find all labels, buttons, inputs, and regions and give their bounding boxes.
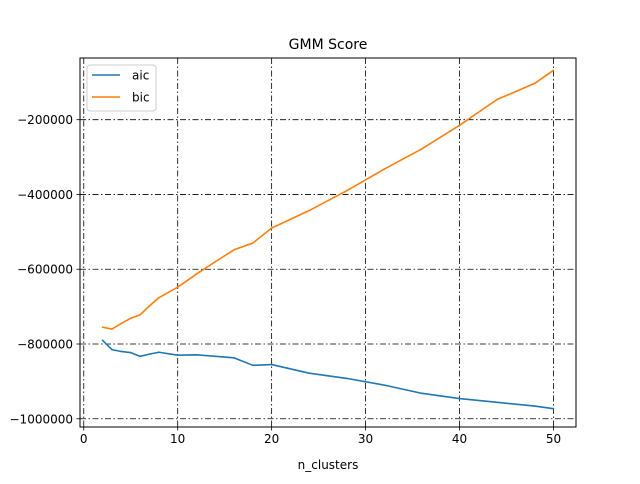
x-axis: 0 10 20 30 40 50 bbox=[80, 427, 561, 446]
data-point-aic bbox=[214, 355, 217, 358]
y-tick-label: −200000 bbox=[17, 113, 73, 127]
data-point-aic bbox=[533, 405, 536, 407]
data-point-aic bbox=[383, 384, 386, 386]
data-point-aic bbox=[101, 339, 104, 342]
data-point-aic bbox=[496, 401, 498, 404]
x-axis-label: n_clusters bbox=[298, 458, 359, 472]
data-point-aic bbox=[345, 377, 348, 380]
data-point-aic bbox=[458, 397, 461, 400]
legend-label-bic: bic bbox=[132, 91, 150, 105]
y-tick-label: −600000 bbox=[17, 263, 73, 277]
data-point-bic bbox=[458, 124, 461, 127]
data-point-aic bbox=[195, 354, 198, 356]
data-point-bic bbox=[421, 148, 423, 150]
chart-title: GMM Score bbox=[289, 37, 368, 53]
grid bbox=[80, 58, 576, 427]
data-point-bic bbox=[552, 69, 555, 72]
series-lines bbox=[101, 69, 555, 410]
data-point-bic bbox=[214, 260, 217, 263]
data-point-aic bbox=[308, 372, 311, 374]
data-point-bic bbox=[270, 227, 273, 229]
data-point-bic bbox=[345, 189, 348, 192]
data-point-aic bbox=[252, 364, 254, 367]
data-point-bic bbox=[195, 273, 198, 275]
legend: aic bic bbox=[86, 64, 157, 112]
data-point-aic bbox=[129, 351, 132, 354]
data-point-aic bbox=[176, 354, 179, 357]
data-point-bic bbox=[129, 317, 132, 320]
data-point-bic bbox=[176, 286, 179, 288]
data-point-bic bbox=[111, 328, 113, 330]
y-tick-label: −800000 bbox=[17, 338, 73, 352]
legend-box bbox=[86, 64, 157, 112]
data-point-aic bbox=[233, 357, 235, 359]
data-point-aic bbox=[148, 353, 151, 355]
x-tick-label: 40 bbox=[452, 432, 467, 446]
data-point-aic bbox=[139, 355, 141, 358]
data-point-bic bbox=[139, 314, 141, 316]
x-tick-label: 10 bbox=[170, 432, 185, 446]
y-tick-label: −1000000 bbox=[10, 412, 74, 426]
data-point-bic bbox=[308, 209, 311, 212]
data-point-bic bbox=[158, 296, 160, 299]
y-axis: −1000000 −800000 −600000 −400000 −200000 bbox=[10, 113, 80, 426]
data-point-bic bbox=[148, 305, 151, 307]
data-point-bic bbox=[496, 98, 498, 101]
x-tick-label: 30 bbox=[358, 432, 373, 446]
data-point-aic bbox=[120, 350, 123, 353]
data-point-bic bbox=[120, 322, 123, 325]
data-point-bic bbox=[533, 82, 536, 85]
x-tick-label: 0 bbox=[80, 432, 88, 446]
data-point-aic bbox=[421, 392, 423, 395]
legend-label-aic: aic bbox=[132, 69, 149, 83]
data-point-aic bbox=[270, 363, 273, 366]
data-point-aic bbox=[158, 351, 160, 354]
x-tick-label: 50 bbox=[546, 432, 561, 446]
plot-frame bbox=[79, 57, 577, 428]
data-point-aic bbox=[552, 407, 555, 410]
x-tick-label: 20 bbox=[264, 432, 279, 446]
data-point-aic bbox=[111, 348, 113, 351]
data-point-bic bbox=[383, 168, 386, 170]
data-point-bic bbox=[233, 248, 235, 251]
data-point-bic bbox=[252, 242, 254, 244]
data-point-bic bbox=[101, 326, 104, 328]
y-tick-label: −400000 bbox=[17, 188, 73, 202]
